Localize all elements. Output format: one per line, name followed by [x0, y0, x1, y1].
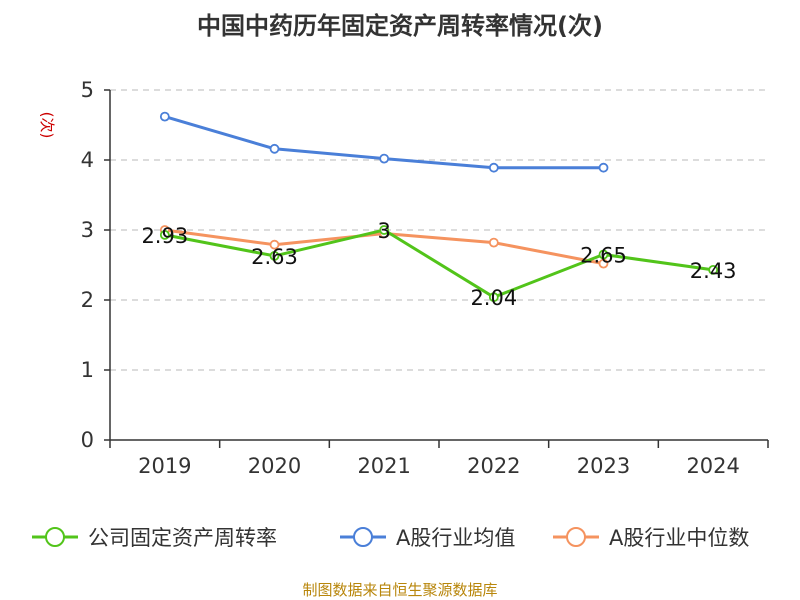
data-point[interactable] — [159, 111, 170, 122]
y-tick-label: 1 — [81, 358, 94, 382]
data-label: 2.93 — [141, 224, 188, 248]
x-tick-label: 2020 — [248, 454, 301, 478]
data-point[interactable] — [488, 237, 499, 248]
data-point[interactable] — [269, 250, 280, 261]
data-point[interactable] — [598, 162, 609, 173]
legend-label: 公司固定资产周转率 — [88, 526, 277, 550]
y-tick-label: 0 — [81, 428, 94, 452]
legend-marker — [353, 527, 373, 547]
legend-label: A股行业均值 — [396, 526, 515, 550]
data-point[interactable] — [598, 258, 609, 269]
y-axis: 0 1 2 3 4 5 — [81, 78, 111, 452]
data-point[interactable] — [269, 143, 280, 154]
legend-marker — [45, 527, 65, 547]
y-tick-label: 4 — [81, 148, 94, 172]
data-label: 2.43 — [690, 259, 737, 283]
data-point[interactable] — [488, 292, 499, 303]
legend-item[interactable]: 公司固定资产周转率 — [32, 526, 277, 550]
legend-label: A股行业中位数 — [609, 526, 749, 550]
y-tick-label: 2 — [81, 288, 94, 312]
x-tick-label: 2019 — [138, 454, 191, 478]
data-label: 3 — [377, 219, 390, 243]
legend-item[interactable]: A股行业均值 — [340, 526, 515, 550]
chart-title: 中国中药历年固定资产周转率情况(次) — [197, 12, 603, 40]
data-label: 2.63 — [251, 245, 298, 269]
data-point[interactable] — [379, 153, 390, 164]
series-line — [163, 228, 715, 299]
legend: 公司固定资产周转率 A股行业均值 A股行业中位数 — [32, 526, 749, 550]
data-point[interactable] — [708, 264, 719, 275]
x-axis: 2019 2020 2021 2022 2023 2024 — [109, 439, 769, 478]
data-label: 2.04 — [470, 286, 517, 310]
data-point[interactable] — [269, 239, 280, 250]
data-point[interactable] — [379, 225, 390, 235]
legend-marker — [566, 527, 586, 547]
y-tick-label: 5 — [81, 78, 94, 102]
y-axis-label: (次) — [38, 112, 56, 139]
x-tick-label: 2022 — [467, 454, 520, 478]
x-tick-label: 2021 — [357, 454, 410, 478]
y-tick-label: 3 — [81, 218, 94, 242]
legend-item[interactable]: A股行业中位数 — [553, 526, 749, 550]
data-point[interactable] — [488, 162, 499, 173]
x-tick-label: 2024 — [686, 454, 739, 478]
data-point[interactable] — [598, 249, 609, 260]
source-note: 制图数据来自恒生聚源数据库 — [302, 581, 497, 599]
grid-lines — [110, 89, 768, 371]
data-point[interactable] — [159, 229, 170, 240]
series-lines — [159, 111, 719, 303]
data-label: 2.65 — [580, 244, 627, 268]
x-tick-label: 2023 — [577, 454, 630, 478]
data-labels: 2.93 2.63 3 2.04 2.65 2.43 — [141, 219, 736, 310]
